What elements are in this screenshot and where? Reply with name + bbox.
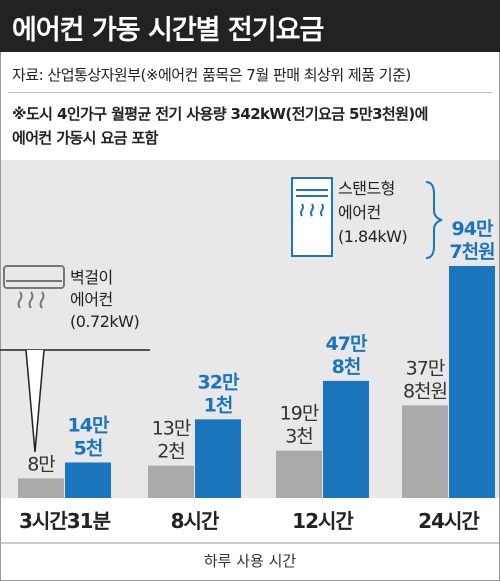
data-label: 8만	[27, 453, 55, 475]
x-axis-title: 하루 사용 시간	[204, 552, 297, 570]
title-bar: 에어컨 가동 시간별 전기요금	[0, 0, 500, 52]
data-label: 3천	[285, 426, 313, 448]
data-label: 94만	[452, 218, 494, 240]
source-note: 자료: 산업통상자원부(※에어컨 품목은 7월 판매 최상위 제품 기준)	[12, 66, 411, 84]
data-label: 14만	[68, 414, 110, 436]
category-label: 8시간	[171, 509, 220, 533]
chart-title: 에어컨 가동 시간별 전기요금	[12, 15, 324, 46]
wall-ac-label-line: 벽걸이	[70, 268, 113, 287]
wall-ac-bar	[276, 450, 322, 498]
data-label: 8천	[332, 356, 361, 378]
stand-ac-brace	[425, 181, 443, 259]
data-label: 5천	[74, 437, 103, 459]
category-label: 24시간	[418, 509, 480, 533]
data-label: 8천원	[403, 380, 447, 402]
data-label: 1천	[204, 394, 233, 416]
category-band	[1, 498, 499, 543]
stand-ac-bar	[323, 380, 369, 498]
stand-ac-label-line: 에어컨	[338, 203, 381, 222]
divider	[8, 92, 492, 93]
data-label: 47만	[326, 333, 368, 355]
stand-ac-bar	[449, 265, 495, 498]
wall-ac-bar	[18, 478, 64, 498]
stand-ac-label-line: 스탠드형	[338, 179, 395, 198]
data-label: 13만	[152, 418, 191, 440]
data-label: 37만	[406, 357, 445, 379]
data-label: 32만	[198, 371, 240, 393]
stand-ac-bar	[65, 462, 111, 498]
stand-ac-label: 스탠드형 에어컨 (1.84kW)	[338, 179, 408, 246]
footnote-line: 에어컨 가동시 요금 포함	[12, 129, 158, 147]
wall-ac-label-line: 에어컨	[70, 290, 113, 309]
wall-ac-bar	[148, 465, 194, 498]
stand-ac-bar	[195, 419, 241, 498]
stand-air-conditioner-icon	[291, 177, 333, 257]
footnote-line: ※도시 4인가구 월평균 전기 사용량 342kW(전기요금 5만3천원)에	[12, 105, 428, 123]
data-label: 2천	[157, 441, 185, 463]
wall-air-conditioner-icon	[3, 265, 65, 309]
category-label: 12시간	[292, 509, 354, 533]
wall-ac-label-line: (0.72kW)	[70, 312, 139, 331]
stand-ac-label-line: (1.84kW)	[338, 227, 407, 246]
data-label: 19만	[280, 403, 319, 425]
footnote: ※도시 4인가구 월평균 전기 사용량 342kW(전기요금 5만3천원)에 에…	[12, 102, 428, 150]
wall-ac-callout	[0, 349, 150, 453]
data-label: 7천원	[449, 241, 494, 263]
wall-ac-label: 벽걸이 에어컨 (0.72kW)	[70, 268, 140, 331]
wall-ac-bar	[402, 405, 448, 498]
category-label: 3시간31분	[19, 509, 111, 533]
